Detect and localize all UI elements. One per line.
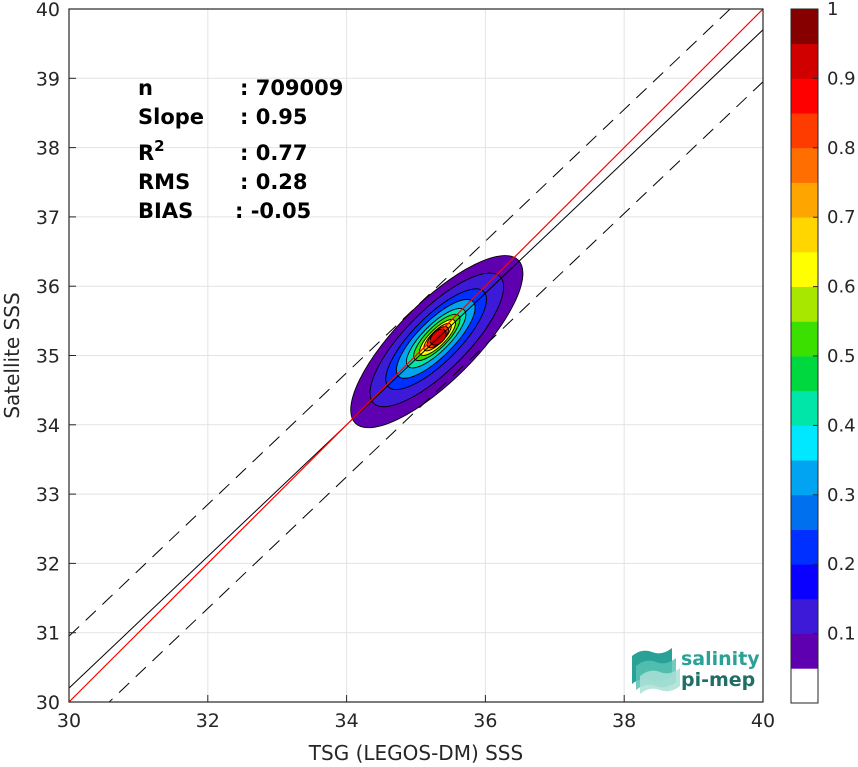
density-contours (350, 255, 524, 429)
colorbar-tick-label: 0.2 (827, 554, 856, 575)
colorbar-segment (791, 668, 818, 704)
y-tick-label: 39 (36, 68, 60, 90)
colorbar: 0.1 0.2 0.3 0.4 0.5 0.6 0.7 0.8 0.9 1 (790, 0, 856, 704)
colorbar-segment (791, 9, 818, 45)
y-tick-label: 30 (36, 692, 60, 714)
colorbar-tick-label: 0.8 (827, 138, 856, 159)
y-axis-label: Satellite SSS (0, 292, 24, 418)
colorbar-tick-label: 0.5 (827, 346, 856, 367)
x-tick-label: 34 (335, 710, 359, 732)
stat-superscript: 2 (154, 137, 164, 155)
colorbar-segment (791, 460, 818, 496)
stat-label-bias: BIAS (138, 199, 193, 223)
colorbar-tick-label: 1 (827, 0, 838, 20)
stat-label-n: n (138, 76, 153, 100)
colorbar-tick-label: 0.4 (827, 415, 856, 436)
colorbar-segment (791, 147, 818, 183)
colorbar-segment (791, 529, 818, 565)
stat-label-r: R2 (138, 137, 165, 165)
salinity-pi-mep-logo: salinity pi-mep (632, 648, 760, 694)
regression-line (68, 29, 764, 689)
colorbar-segment (791, 390, 818, 426)
y-tick-label: 37 (36, 207, 60, 229)
colorbar-segment (791, 182, 818, 218)
x-axis-label: TSG (LEGOS-DM) SSS (308, 741, 523, 765)
reference-lines (68, 8, 764, 703)
stat-label-slope: Slope (138, 105, 204, 129)
x-tick-label: 40 (751, 710, 775, 732)
one-to-one-line (68, 8, 764, 703)
colorbar-segment (791, 494, 818, 530)
logo-text-line1: salinity (681, 648, 760, 670)
colorbar-tick-label: 0.1 (827, 624, 856, 645)
colorbar-segment (791, 78, 818, 114)
y-tick-label: 35 (36, 346, 60, 368)
stat-value-n: : 709009 (240, 76, 343, 100)
colorbar-segment (791, 321, 818, 357)
logo-waves-icon (632, 648, 680, 694)
colorbar-segment (791, 564, 818, 600)
stat-value-slope: : 0.95 (240, 105, 308, 129)
stat-value-bias: : -0.05 (235, 199, 311, 223)
colorbar-segment (791, 251, 818, 287)
colorbar-segment (791, 633, 818, 669)
colorbar-segment (791, 217, 818, 253)
y-tick-label: 36 (36, 276, 60, 298)
colorbar-segment (791, 425, 818, 461)
y-tick-label: 32 (36, 553, 60, 575)
colorbar-tick-label: 0.6 (827, 277, 856, 298)
x-axis-ticks: 30 32 34 36 38 40 (57, 695, 775, 732)
stat-value-rms: : 0.28 (240, 170, 308, 194)
colorbar-segment (791, 286, 818, 322)
y-axis-ticks: 30 31 32 33 34 35 36 37 38 39 40 (36, 0, 76, 714)
colorbar-segment (791, 43, 818, 79)
colorbar-segment (791, 356, 818, 392)
logo-text-line2: pi-mep (681, 669, 755, 691)
x-tick-label: 32 (196, 710, 220, 732)
x-tick-label: 36 (473, 710, 497, 732)
colorbar-tick-label: 0.3 (827, 485, 856, 506)
y-tick-label: 34 (36, 415, 60, 437)
colorbar-tick-label: 0.9 (827, 68, 856, 89)
y-tick-label: 40 (36, 0, 60, 21)
colorbar-segment (791, 598, 818, 634)
colorbar-tick-label: 0.7 (827, 207, 856, 228)
y-tick-label: 33 (36, 484, 60, 506)
statistics-annotation: n : 709009 Slope : 0.95 R2 : 0.77 RMS : 0.28 BIA… (138, 76, 343, 223)
colorbar-segment (791, 113, 818, 149)
stat-label-rms: RMS (138, 170, 190, 194)
x-tick-label: 30 (57, 710, 81, 732)
stat-value-r: : 0.77 (240, 141, 308, 165)
y-tick-label: 38 (36, 138, 60, 160)
x-tick-label: 38 (612, 710, 636, 732)
y-tick-label: 31 (36, 623, 60, 645)
